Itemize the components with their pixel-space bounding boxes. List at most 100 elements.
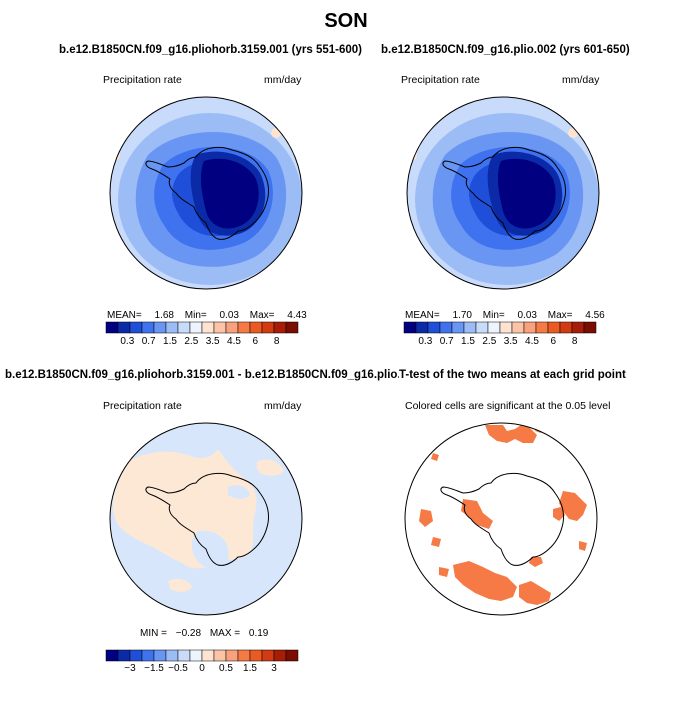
colorbar-swatch xyxy=(427,321,441,334)
colorbar-swatch xyxy=(213,649,227,662)
panel-1-max-label: Max= xyxy=(249,310,275,321)
colorbar-swatch xyxy=(225,649,239,662)
colorbar-tick-label: 0.3 xyxy=(120,336,135,347)
panel-2-max-value: 4.56 xyxy=(585,310,605,321)
colorbar-swatch xyxy=(129,321,143,334)
colorbar-tick-label: 3.5 xyxy=(503,336,518,347)
panel-3-colorbar xyxy=(105,649,299,662)
panel-2-title: b.e12.B1850CN.f09_g16.plio.002 (yrs 601-… xyxy=(381,44,630,56)
colorbar-swatch xyxy=(237,321,251,334)
colorbar-tick-label: 0 xyxy=(199,663,205,674)
figure-title: SON xyxy=(324,10,368,32)
colorbar-tick-label: 4.5 xyxy=(525,336,539,347)
antarctica-coastline xyxy=(145,146,269,240)
colorbar-swatch xyxy=(559,321,573,334)
colorbar-swatch xyxy=(487,321,501,334)
colorbar-swatch xyxy=(285,321,299,334)
colorbar-swatch xyxy=(189,649,203,662)
panel-1-mean-value: 1.68 xyxy=(154,310,174,321)
colorbar-swatch xyxy=(571,321,585,334)
colorbar-swatch xyxy=(475,321,489,334)
colorbar-tick-label: 6 xyxy=(252,336,259,347)
colorbar-swatch xyxy=(237,649,251,662)
colorbar-swatch xyxy=(141,321,155,334)
panel-3-map xyxy=(109,422,303,616)
colorbar-swatch xyxy=(201,649,215,662)
colorbar-swatch xyxy=(129,649,143,662)
colorbar-tick-label: 3 xyxy=(271,663,277,674)
colorbar-swatch xyxy=(165,649,179,662)
colorbar-swatch xyxy=(261,649,275,662)
antarctica-coastline xyxy=(442,146,566,240)
colorbar-swatch xyxy=(225,321,239,334)
colorbar-tick-label: 1.5 xyxy=(243,663,257,674)
colorbar-swatch xyxy=(511,321,525,334)
colorbar-tick-label: 0.3 xyxy=(418,336,433,347)
colorbar-tick-label: 0.5 xyxy=(219,663,233,674)
colorbar-swatch xyxy=(201,321,215,334)
colorbar-tick-label: −1.5 xyxy=(144,663,164,674)
panel-4-title: T-test of the two means at each grid poi… xyxy=(399,369,626,381)
colorbar-swatch xyxy=(105,649,119,662)
panel-1-min-label: Min= xyxy=(184,310,207,321)
colorbar-tick-label: 0.7 xyxy=(439,336,454,347)
colorbar-swatch xyxy=(583,321,597,334)
colorbar-swatch xyxy=(141,649,155,662)
colorbar-swatch xyxy=(499,321,513,334)
colorbar-tick-label: 3.5 xyxy=(205,336,220,347)
panel-2-colorbar xyxy=(403,321,597,334)
colorbar-swatch xyxy=(547,321,561,334)
panel-1-map xyxy=(109,96,303,290)
colorbar-tick-label: 1.5 xyxy=(163,336,177,347)
colorbar-tick-label: 2.5 xyxy=(184,336,199,347)
colorbar-swatch xyxy=(153,321,167,334)
panel-4-map xyxy=(404,422,598,616)
panel-1-colorbar xyxy=(105,321,299,334)
colorbar-swatch xyxy=(177,321,191,334)
panel-3-title: b.e12.B1850CN.f09_g16.pliohorb.3159.001 … xyxy=(5,369,420,381)
panel-3-max-value: 0.19 xyxy=(248,628,269,639)
panel-3-max-label: MAX = xyxy=(209,628,241,639)
panel-2-min-label: Min= xyxy=(482,310,505,321)
colorbar-swatch xyxy=(439,321,453,334)
colorbar-swatch xyxy=(249,321,263,334)
panel-2-max-label: Max= xyxy=(547,310,573,321)
panel-2-mean-value: 1.70 xyxy=(452,310,472,321)
panel-2-mean-label: MEAN= xyxy=(405,310,440,321)
colorbar-swatch xyxy=(213,321,227,334)
antarctica-coastline xyxy=(440,472,564,566)
colorbar-tick-label: 6 xyxy=(550,336,557,347)
colorbar-swatch xyxy=(105,321,119,334)
panel-4-subtitle: Colored cells are significant at the 0.0… xyxy=(405,400,611,412)
panel-1-units: mm/day xyxy=(264,74,302,86)
panel-1-mean-label: MEAN= xyxy=(107,310,142,321)
colorbar-swatch xyxy=(189,321,203,334)
panel-1-variable: Precipitation rate xyxy=(103,74,182,86)
colorbar-tick-label: 1.5 xyxy=(461,336,475,347)
panel-2-units: mm/day xyxy=(562,74,600,86)
colorbar-swatch xyxy=(249,649,263,662)
panel-1-min-value: 0.03 xyxy=(219,310,239,321)
colorbar-swatch xyxy=(261,321,275,334)
panel-2-map xyxy=(406,96,600,290)
colorbar-tick-label: 8 xyxy=(571,336,578,347)
panel-1-max-value: 4.43 xyxy=(287,310,307,321)
colorbar-swatch xyxy=(285,649,299,662)
colorbar-swatch xyxy=(463,321,477,334)
colorbar-swatch xyxy=(273,649,287,662)
colorbar-swatch xyxy=(177,649,191,662)
antarctica-coastline xyxy=(145,472,269,566)
colorbar-tick-label: 8 xyxy=(273,336,280,347)
colorbar-swatch xyxy=(451,321,465,334)
colorbar-tick-label: 0.7 xyxy=(141,336,156,347)
colorbar-swatch xyxy=(153,649,167,662)
panel-3-min-label: MIN = xyxy=(140,628,167,639)
colorbar-tick-label: −3 xyxy=(124,663,136,674)
panel-1-title: b.e12.B1850CN.f09_g16.pliohorb.3159.001 … xyxy=(59,44,362,56)
colorbar-swatch xyxy=(117,649,131,662)
colorbar-swatch xyxy=(273,321,287,334)
panel-2-min-value: 0.03 xyxy=(517,310,537,321)
colorbar-swatch xyxy=(117,321,131,334)
colorbar-swatch xyxy=(535,321,549,334)
panel-3-variable: Precipitation rate xyxy=(103,400,182,412)
